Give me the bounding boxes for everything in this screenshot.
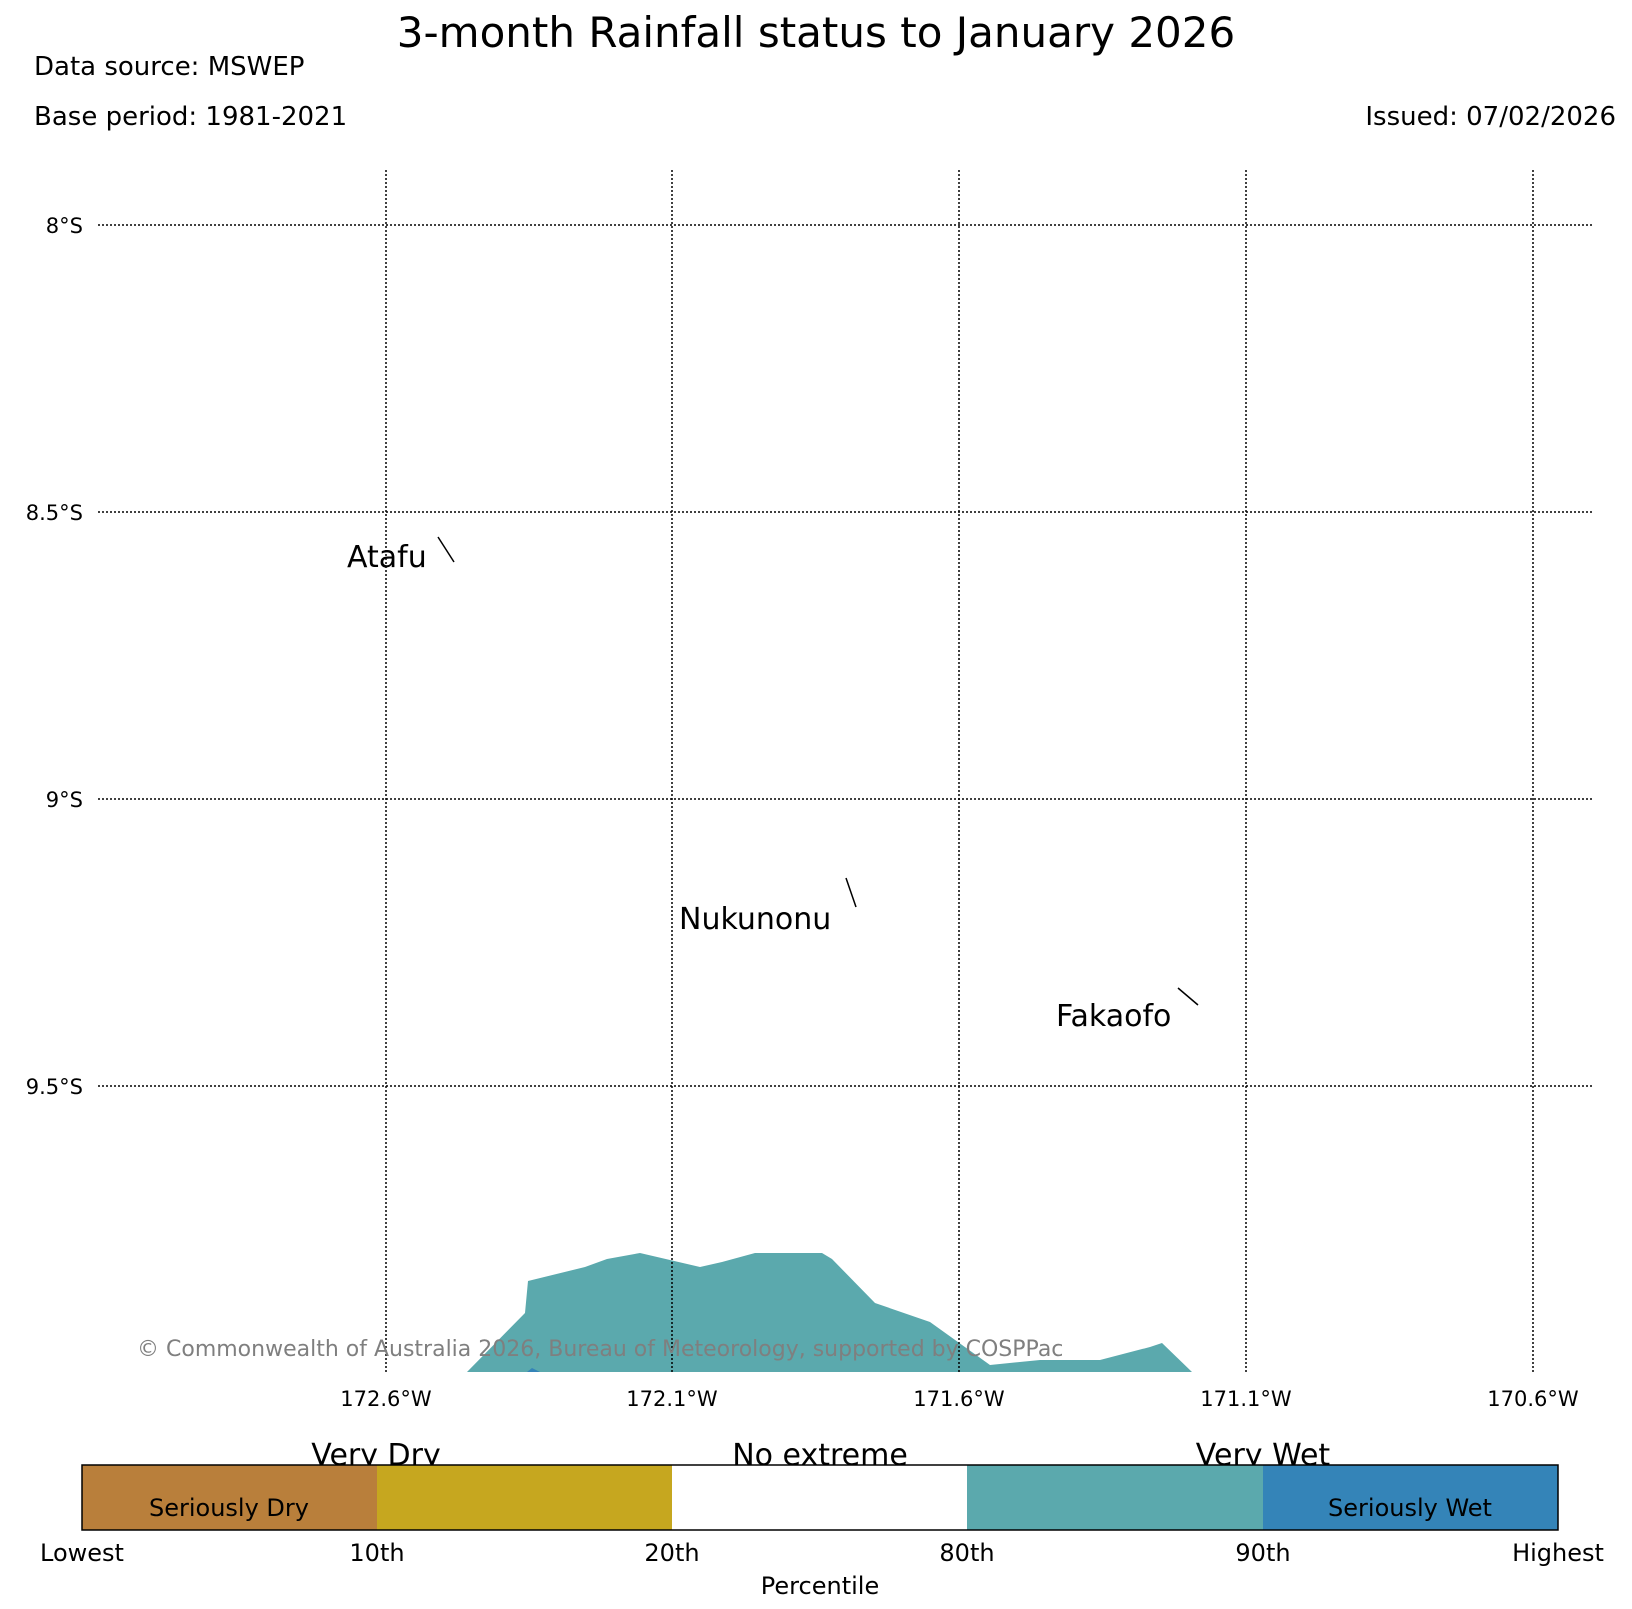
base-period-label: Base period: 1981-2021: [34, 102, 348, 132]
very-wet-region: [467, 1253, 1192, 1372]
lon-label-171-6w: 171.6°W: [913, 1387, 1005, 1411]
map-panel: 8°S 8.5°S 9°S 9.5°S 172.6°W 172.1°W 171.…: [26, 170, 1592, 1411]
lon-label-170-6w: 170.6°W: [1487, 1387, 1579, 1411]
legend-swatch-seriously-dry: [82, 1465, 377, 1530]
legend-colorbar: Very Dry No extreme Very Wet Seriously D…: [40, 1438, 1604, 1600]
legend-swatch-very-dry: [377, 1465, 672, 1530]
lon-label-171-1w: 171.1°W: [1200, 1387, 1292, 1411]
seriously-wet-sliver: [527, 1368, 540, 1372]
legend-tick-80th: 80th: [939, 1539, 994, 1567]
legend-tick-highest: Highest: [1512, 1539, 1604, 1567]
lon-label-172-1w: 172.1°W: [626, 1387, 718, 1411]
legend-swatch-seriously-wet: [1263, 1465, 1558, 1530]
legend-inner-seriously-dry: Seriously Dry: [149, 1494, 309, 1522]
map-title: 3-month Rainfall status to January 2026: [396, 8, 1236, 57]
place-label-atafu: Atafu: [347, 540, 427, 575]
legend-swatch-no-extreme: [672, 1465, 967, 1530]
nukunonu-coastline: [845, 877, 857, 908]
legend-tick-lowest: Lowest: [40, 1539, 124, 1567]
place-label-fakaofo: Fakaofo: [1056, 999, 1171, 1034]
fakaofo-coastline: [1177, 987, 1199, 1006]
copyright-notice: © Commonwealth of Australia 2026, Bureau…: [137, 1337, 1063, 1362]
lat-label-8-5s: 8.5°S: [26, 501, 83, 525]
legend-tick-90th: 90th: [1235, 1539, 1290, 1567]
atafu-coastline: [437, 536, 455, 563]
data-source-label: Data source: MSWEP: [34, 52, 305, 82]
legend-axis-label: Percentile: [761, 1572, 879, 1600]
place-label-nukunonu: Nukunonu: [679, 902, 831, 937]
legend-tick-20th: 20th: [644, 1539, 699, 1567]
atoll-coastlines: [437, 536, 1199, 1006]
legend-border: [81, 1464, 1559, 1531]
lat-gridlines: [98, 224, 1592, 1087]
lat-label-9-5s: 9.5°S: [26, 1075, 83, 1099]
lon-gridlines: [385, 170, 1534, 1372]
legend-swatch-very-wet: [967, 1465, 1263, 1530]
issued-date-label: Issued: 07/02/2026: [1365, 102, 1616, 132]
lon-label-172-6w: 172.6°W: [340, 1387, 432, 1411]
lat-label-8s: 8°S: [46, 214, 83, 238]
lat-label-9s: 9°S: [46, 788, 83, 812]
legend-inner-seriously-wet: Seriously Wet: [1328, 1494, 1492, 1522]
legend-tick-10th: 10th: [349, 1539, 404, 1567]
